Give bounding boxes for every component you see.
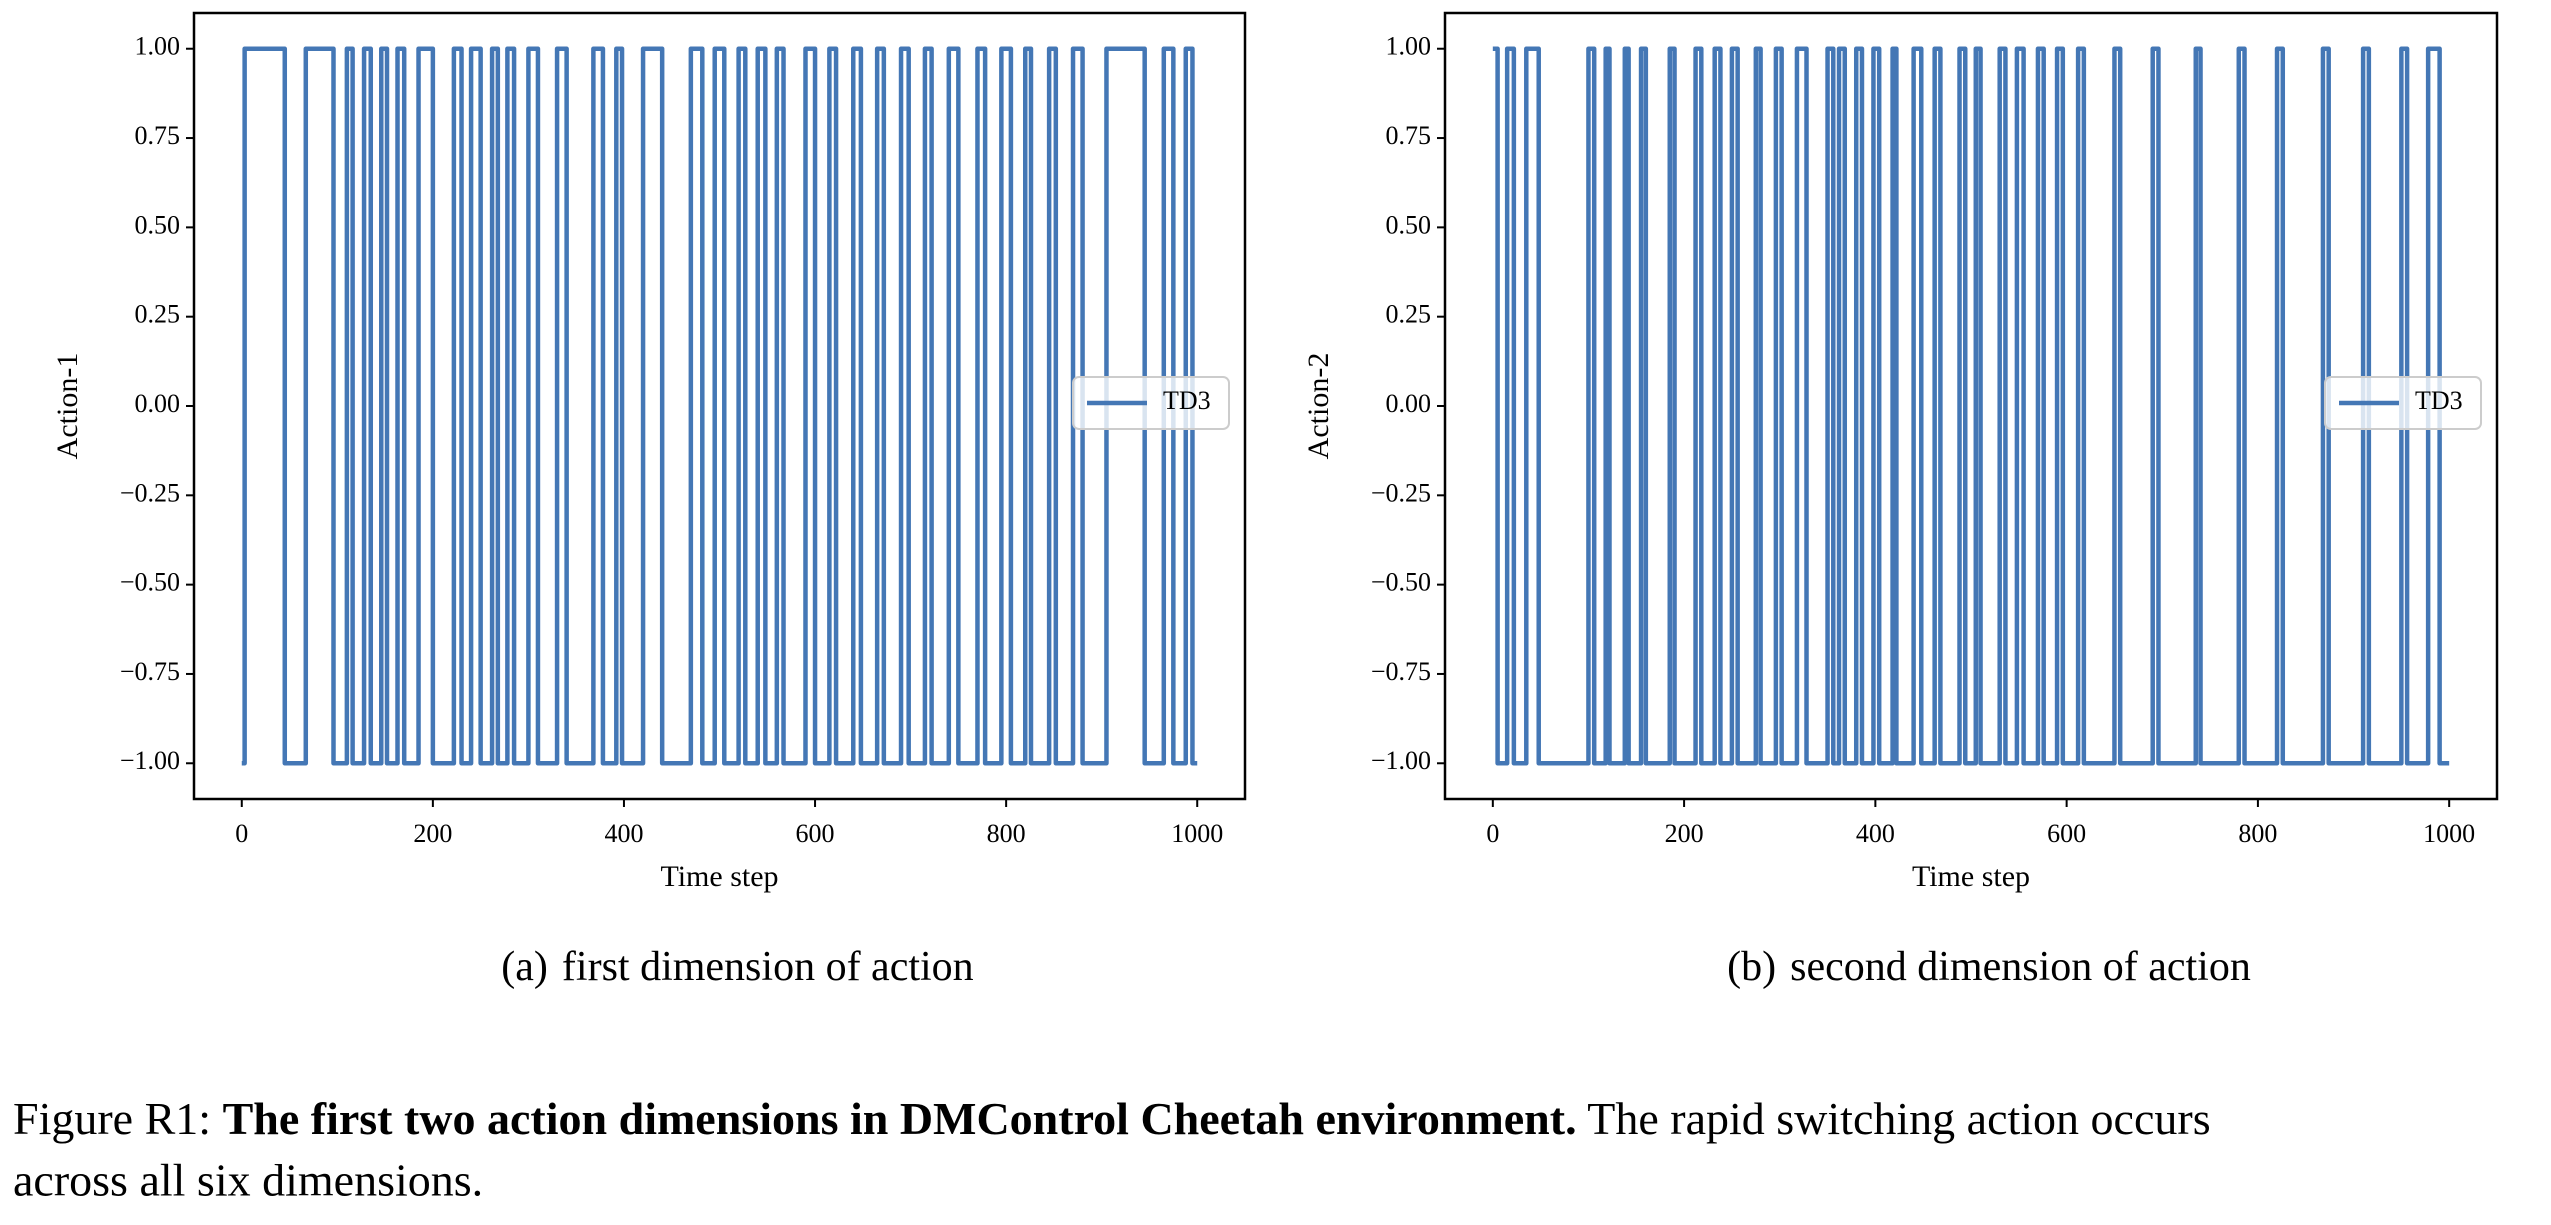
x-tick-label: 1000: [1171, 819, 1223, 848]
y-tick-label: −0.75: [1371, 657, 1431, 686]
y-tick-label: −0.25: [120, 478, 180, 507]
legend-box: [2324, 376, 2482, 430]
x-tick-label: 600: [2047, 819, 2086, 848]
y-tick-label: 0.25: [1386, 300, 1432, 329]
x-tick-label: 1000: [2423, 819, 2475, 848]
x-tick-label: 0: [235, 819, 248, 848]
x-axis-label: Time step: [1912, 860, 2030, 893]
y-tick-label: −1.00: [120, 746, 180, 775]
y-tick-label: 0.50: [135, 210, 181, 239]
sub-caption: (b) second dimension of action: [1727, 944, 2251, 990]
caption-label: Figure R1:: [13, 1093, 211, 1144]
legend-label: TD3: [2415, 386, 2463, 415]
y-tick-label: 0.75: [1386, 121, 1432, 150]
y-tick-label: 0.50: [1386, 210, 1432, 239]
data-line: [1492, 46, 2450, 766]
y-tick-label: 0.75: [135, 121, 181, 150]
x-tick-label: 800: [987, 819, 1026, 848]
sub-caption-text: first dimension of action: [562, 944, 974, 990]
legend-label: TD3: [1163, 386, 1211, 415]
plot-frame: [192, 11, 1247, 801]
y-tick-label: −0.50: [1371, 568, 1431, 597]
y-tick-label: −0.75: [120, 657, 180, 686]
x-tick-label: 200: [1665, 819, 1704, 848]
sub-caption: (a) first dimension of action: [501, 944, 973, 990]
caption-line-2: across all six dimensions.: [13, 1155, 483, 1206]
sub-caption-label: (b): [1727, 944, 1776, 990]
sub-caption-label: (a): [501, 944, 548, 990]
y-tick-label: −1.00: [1371, 746, 1431, 775]
y-axis-label: Action-1: [51, 353, 84, 460]
caption-bold: The first two action dimensions in DMCon…: [223, 1093, 1577, 1144]
plot-frame: [1443, 11, 2499, 801]
x-tick-label: 0: [1486, 819, 1499, 848]
caption-text: The rapid switching action occurs: [1587, 1093, 2210, 1144]
y-tick-label: 0.25: [135, 300, 181, 329]
y-tick-label: −0.25: [1371, 478, 1431, 507]
y-tick-label: −0.50: [120, 568, 180, 597]
y-axis-label: Action-2: [1302, 353, 1335, 460]
legend-box: [1072, 376, 1230, 430]
x-tick-label: 200: [413, 819, 452, 848]
x-tick-label: 400: [604, 819, 643, 848]
y-tick-label: 0.00: [135, 389, 181, 418]
sub-caption-text: second dimension of action: [1790, 944, 2251, 990]
x-tick-label: 600: [796, 819, 835, 848]
caption-line-1: Figure R1: The first two action dimensio…: [13, 1093, 2211, 1144]
y-tick-label: 1.00: [135, 32, 181, 61]
data-line: [241, 46, 1198, 766]
x-tick-label: 800: [2238, 819, 2277, 848]
y-tick-label: 0.00: [1386, 389, 1432, 418]
y-tick-label: 1.00: [1386, 32, 1432, 61]
x-axis-label: Time step: [660, 860, 778, 893]
x-tick-label: 400: [1856, 819, 1895, 848]
